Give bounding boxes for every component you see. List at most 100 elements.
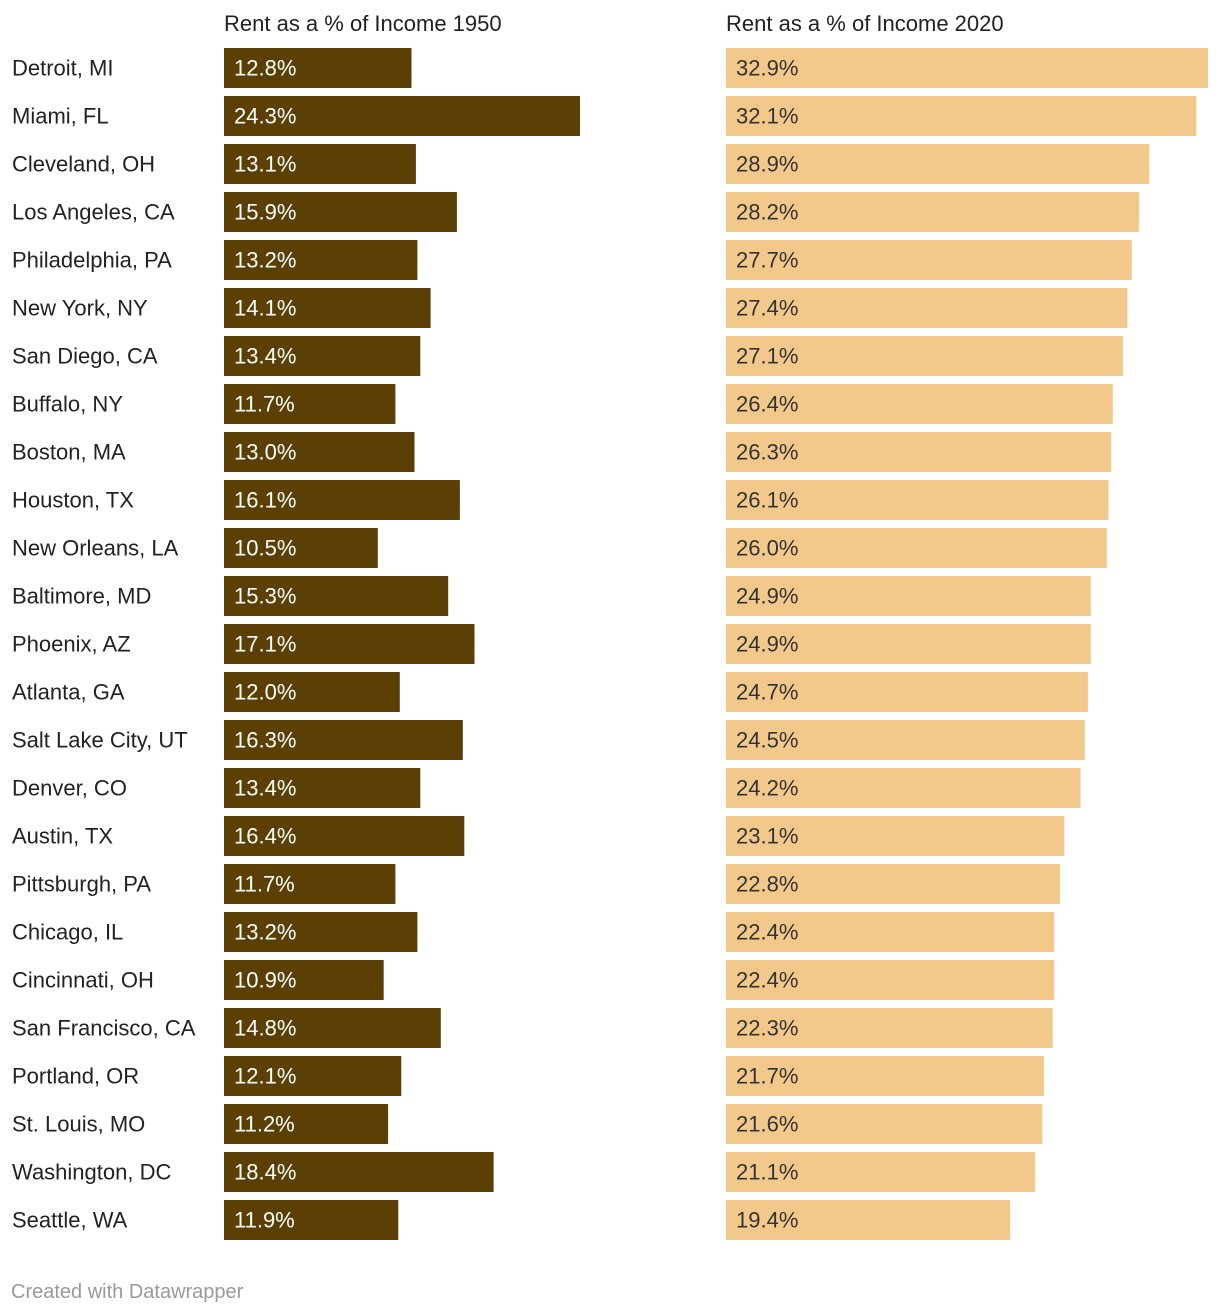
bar-value-label-1950: 10.9% bbox=[234, 968, 296, 993]
bar-value-label-1950: 11.9% bbox=[234, 1208, 295, 1233]
row-label: Chicago, IL bbox=[12, 920, 123, 945]
row-label: Salt Lake City, UT bbox=[12, 728, 188, 753]
row-label: Seattle, WA bbox=[12, 1208, 128, 1233]
bar-value-label-1950: 13.0% bbox=[234, 440, 296, 465]
bar-value-label-2020: 27.7% bbox=[736, 248, 798, 273]
bar-value-label-1950: 14.8% bbox=[234, 1016, 296, 1041]
bar-value-label-1950: 11.7% bbox=[234, 872, 295, 897]
bar-2020 bbox=[726, 1200, 1011, 1240]
row-label: New York, NY bbox=[12, 296, 148, 321]
row-label: Buffalo, NY bbox=[12, 392, 123, 417]
bar-value-label-2020: 26.1% bbox=[736, 488, 798, 513]
bar-chart: Detroit, MI Miami, FL Cleveland, OH Los Ang… bbox=[12, 48, 1208, 1240]
bar-2020 bbox=[726, 1056, 1044, 1096]
bar-value-label-2020: 22.3% bbox=[736, 1016, 798, 1041]
bar-2020 bbox=[726, 816, 1065, 856]
bar-value-label-1950: 16.3% bbox=[234, 728, 296, 753]
bar-2020 bbox=[726, 1104, 1043, 1144]
bar-1950 bbox=[224, 432, 415, 472]
bar-value-label-2020: 19.4% bbox=[736, 1208, 798, 1233]
bar-value-label-2020: 24.2% bbox=[736, 776, 798, 801]
bar-value-label-2020: 27.4% bbox=[736, 296, 798, 321]
bar-value-label-1950: 24.3% bbox=[234, 104, 296, 129]
bar-1950 bbox=[224, 576, 449, 616]
row-label: Austin, TX bbox=[12, 824, 113, 849]
row-label: Atlanta, GA bbox=[12, 680, 125, 705]
bar-value-label-2020: 24.5% bbox=[736, 728, 798, 753]
row-label: Houston, TX bbox=[12, 488, 134, 513]
bar-2020 bbox=[726, 768, 1081, 808]
bar-value-label-2020: 28.9% bbox=[736, 152, 798, 177]
row-label: Cleveland, OH bbox=[12, 152, 155, 177]
bar-value-label-1950: 13.2% bbox=[234, 920, 296, 945]
bar-2020 bbox=[726, 480, 1109, 520]
bar-value-label-1950: 15.3% bbox=[234, 584, 296, 609]
bar-1950 bbox=[224, 768, 421, 808]
bar-2020 bbox=[726, 96, 1197, 136]
bar-value-label-2020: 22.4% bbox=[736, 968, 798, 993]
row-label: Detroit, MI bbox=[12, 56, 113, 81]
bar-1950 bbox=[224, 624, 475, 664]
bar-value-label-1950: 15.9% bbox=[234, 200, 296, 225]
bar-1950 bbox=[224, 960, 384, 1000]
bar-value-label-1950: 18.4% bbox=[234, 1160, 296, 1185]
bar-value-label-2020: 28.2% bbox=[736, 200, 798, 225]
bar-1950 bbox=[224, 1008, 441, 1048]
bar-value-label-2020: 24.7% bbox=[736, 680, 798, 705]
bar-value-label-1950: 13.4% bbox=[234, 344, 296, 369]
row-label: Los Angeles, CA bbox=[12, 200, 175, 225]
bar-value-label-1950: 13.4% bbox=[234, 776, 296, 801]
bar-value-label-2020: 22.8% bbox=[736, 872, 798, 897]
bar-value-label-2020: 26.4% bbox=[736, 392, 798, 417]
bar-2020 bbox=[726, 288, 1128, 328]
row-label: Pittsburgh, PA bbox=[12, 872, 151, 897]
row-label: San Francisco, CA bbox=[12, 1016, 196, 1041]
bar-2020 bbox=[726, 336, 1123, 376]
bar-value-label-2020: 24.9% bbox=[736, 632, 798, 657]
bar-value-label-1950: 11.7% bbox=[234, 392, 295, 417]
bar-2020 bbox=[726, 240, 1132, 280]
bar-1950 bbox=[224, 720, 463, 760]
row-labels: Detroit, MI Miami, FL Cleveland, OH Los Ang… bbox=[12, 56, 196, 1233]
bar-value-label-2020: 23.1% bbox=[736, 824, 798, 849]
bar-2020 bbox=[726, 384, 1113, 424]
row-label: Philadelphia, PA bbox=[12, 248, 172, 273]
bar-value-label-1950: 16.4% bbox=[234, 824, 296, 849]
bar-value-label-1950: 10.5% bbox=[234, 536, 296, 561]
bar-1950 bbox=[224, 288, 431, 328]
bar-1950 bbox=[224, 48, 412, 88]
row-label: New Orleans, LA bbox=[12, 536, 179, 561]
bar-1950 bbox=[224, 1104, 389, 1144]
bar-2020 bbox=[726, 1008, 1053, 1048]
bar-value-label-2020: 32.9% bbox=[736, 56, 798, 81]
bar-1950 bbox=[224, 816, 465, 856]
bar-2020 bbox=[726, 624, 1091, 664]
bar-1950 bbox=[224, 192, 457, 232]
bar-value-label-2020: 21.7% bbox=[736, 1064, 798, 1089]
row-label: Washington, DC bbox=[12, 1160, 171, 1185]
bar-value-label-2020: 26.0% bbox=[736, 536, 798, 561]
bar-2020 bbox=[726, 1152, 1036, 1192]
bar-2020 bbox=[726, 432, 1112, 472]
bar-2020 bbox=[726, 960, 1055, 1000]
row-label: Miami, FL bbox=[12, 104, 109, 129]
bar-1950 bbox=[224, 240, 418, 280]
bar-value-label-2020: 32.1% bbox=[736, 104, 798, 129]
bar-value-label-1950: 12.0% bbox=[234, 680, 296, 705]
row-label: Denver, CO bbox=[12, 776, 127, 801]
bar-value-label-2020: 26.3% bbox=[736, 440, 798, 465]
bar-2020 bbox=[726, 192, 1140, 232]
bar-1950 bbox=[224, 912, 418, 952]
bar-value-label-2020: 21.1% bbox=[736, 1160, 798, 1185]
bar-2020 bbox=[726, 144, 1150, 184]
column-header-2020: Rent as a % of Income 2020 bbox=[726, 11, 1004, 36]
bar-value-label-2020: 21.6% bbox=[736, 1112, 798, 1137]
credit-text: Created with Datawrapper bbox=[11, 1281, 244, 1303]
bar-2020 bbox=[726, 864, 1060, 904]
bar-value-label-2020: 24.9% bbox=[736, 584, 798, 609]
bar-1950 bbox=[224, 144, 416, 184]
bar-1950 bbox=[224, 336, 421, 376]
row-label: San Diego, CA bbox=[12, 344, 158, 369]
bar-value-label-1950: 12.8% bbox=[234, 56, 296, 81]
bar-1950 bbox=[224, 384, 396, 424]
